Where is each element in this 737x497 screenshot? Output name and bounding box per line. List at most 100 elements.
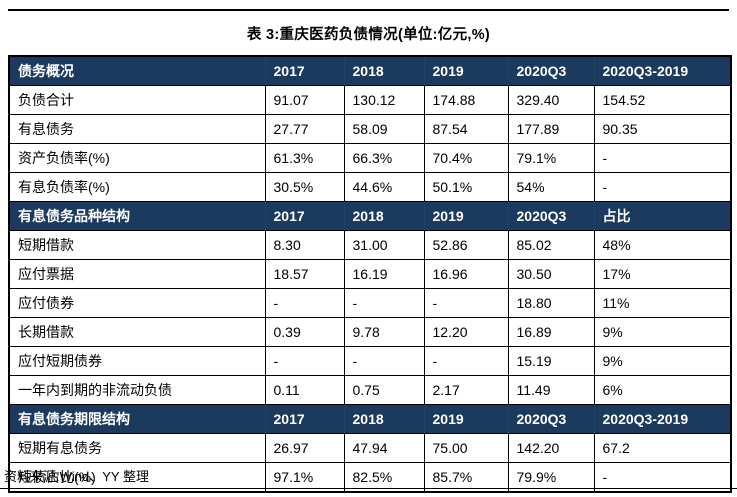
section-header-cell: 2019 — [423, 201, 509, 231]
value-cell: 329.40 — [507, 85, 595, 115]
value-cell: 8.30 — [264, 230, 345, 260]
section-header-row: 有息债务品种结构 2017 2018 2019 2020Q3 占比 — [8, 201, 732, 231]
value-cell: 54% — [507, 172, 595, 202]
section-header-cell: 占比 — [593, 201, 732, 231]
value-cell: 50.1% — [423, 172, 509, 202]
value-cell: 26.97 — [264, 433, 345, 463]
value-cell: - — [343, 346, 425, 376]
value-cell: 0.39 — [264, 317, 345, 347]
table-row: 应付债券 - - -18.80 11% — [8, 288, 732, 318]
value-cell: 30.50 — [507, 259, 595, 289]
value-cell: 11.49 — [507, 375, 595, 405]
section-header-cell: 2019 — [423, 404, 509, 434]
value-cell: 154.52 — [593, 85, 732, 115]
table-row: 一年内到期的非流动负债 0.11 0.75 2.17 11.49 6% — [8, 375, 732, 405]
value-cell: 48% — [593, 230, 732, 260]
value-cell: 31.00 — [343, 230, 425, 260]
value-cell: 12.20 — [423, 317, 509, 347]
section-header-label: 有息债务品种结构 — [8, 201, 266, 231]
debt-table: 债务概况 2017 2018 2019 2020Q3 2020Q3-2019 负债合计 91.… — [8, 55, 732, 493]
table-row: 负债合计 91.07 130.12 174.88 329.40 154.52 — [8, 85, 732, 115]
section-header-cell: 2018 — [343, 201, 425, 231]
section-header-cell: 2017 — [264, 55, 345, 86]
value-cell: 85.7% — [423, 462, 509, 493]
value-cell: 18.57 — [264, 259, 345, 289]
section-header-row: 有息债务期限结构 2017 2018 2019 2020Q3 2020Q3-2019 — [8, 404, 732, 434]
value-cell: - — [423, 288, 509, 318]
value-cell: 9% — [593, 346, 732, 376]
table-row: 应付短期债券 - - -15.19 9% — [8, 346, 732, 376]
value-cell: 85.02 — [507, 230, 595, 260]
value-cell: 97.1% — [264, 462, 345, 493]
section-header-cell: 2017 — [264, 404, 345, 434]
value-cell: 18.80 — [507, 288, 595, 318]
value-cell: 130.12 — [343, 85, 425, 115]
value-cell: 52.86 — [423, 230, 509, 260]
row-label: 长期借款 — [8, 317, 266, 347]
row-label: 有息负债率(%) — [8, 172, 266, 202]
value-cell: 0.11 — [264, 375, 345, 405]
section-header-cell: 2020Q3-2019 — [593, 404, 732, 434]
value-cell: 44.6% — [343, 172, 425, 202]
value-cell: 177.89 — [507, 114, 595, 144]
bottom-divider — [0, 488, 737, 489]
value-cell: 16.19 — [343, 259, 425, 289]
table-row: 短期借款 8.30 31.00 52.86 85.02 48% — [8, 230, 732, 260]
section-header-cell: 2019 — [423, 55, 509, 86]
row-label: 应付票据 — [8, 259, 266, 289]
source-note: 资料来源:Wind、YY 整理 — [4, 469, 149, 484]
value-cell: 67.2 — [593, 433, 732, 463]
value-cell: 16.89 — [507, 317, 595, 347]
value-cell: 30.5% — [264, 172, 345, 202]
value-cell: - — [593, 172, 732, 202]
value-cell: 0.75 — [343, 375, 425, 405]
row-label: 一年内到期的非流动负债 — [8, 375, 266, 405]
table-row: 有息负债率(%) 30.5% 44.6% 50.1% 54% - — [8, 172, 732, 202]
table-row: 有息债务 27.77 58.09 87.54 177.89 90.35 — [8, 114, 732, 144]
value-cell: 142.20 — [507, 433, 595, 463]
row-label: 负债合计 — [8, 85, 266, 115]
value-cell: 174.88 — [423, 85, 509, 115]
value-cell: - — [593, 143, 732, 173]
debt-table-body: 债务概况 2017 2018 2019 2020Q3 2020Q3-2019 负债合计 91.… — [8, 55, 732, 493]
value-cell: - — [264, 288, 345, 318]
table-row: 短期有息债务 26.97 47.94 75.00 142.20 67.2 — [8, 433, 732, 463]
section-header-cell: 2020Q3 — [507, 55, 595, 86]
value-cell: 58.09 — [343, 114, 425, 144]
row-label: 应付短期债券 — [8, 346, 266, 376]
top-divider — [8, 9, 729, 11]
value-cell: 47.94 — [343, 433, 425, 463]
value-cell: 91.07 — [264, 85, 345, 115]
value-cell: 70.4% — [423, 143, 509, 173]
value-cell: 11% — [593, 288, 732, 318]
table-row: 应付票据 18.57 16.19 16.96 30.50 17% — [8, 259, 732, 289]
section-header-row: 债务概况 2017 2018 2019 2020Q3 2020Q3-2019 — [8, 55, 732, 86]
value-cell: - — [343, 288, 425, 318]
value-cell: 61.3% — [264, 143, 345, 173]
row-label: 资产负债率(%) — [8, 143, 266, 173]
table-row: 短债占比(%) 97.1% 82.5% 85.7% 79.9% - — [8, 462, 732, 493]
value-cell: 27.77 — [264, 114, 345, 144]
table-row: 资产负债率(%) 61.3% 66.3% 70.4% 79.1% - — [8, 143, 732, 173]
section-header-cell: 2017 — [264, 201, 345, 231]
value-cell: - — [264, 346, 345, 376]
section-header-cell: 2020Q3 — [507, 201, 595, 231]
value-cell: 17% — [593, 259, 732, 289]
section-header-cell: 2020Q3-2019 — [593, 55, 732, 86]
table-title: 表 3:重庆医药负债情况(单位:亿元,%) — [246, 27, 491, 43]
value-cell: 15.19 — [507, 346, 595, 376]
value-cell: 87.54 — [423, 114, 509, 144]
row-label: 有息债务 — [8, 114, 266, 144]
value-cell: 66.3% — [343, 143, 425, 173]
value-cell: 90.35 — [593, 114, 732, 144]
value-cell: 9.78 — [343, 317, 425, 347]
value-cell: 16.96 — [423, 259, 509, 289]
section-header-cell: 2018 — [343, 404, 425, 434]
row-label: 短债占比(%) — [8, 462, 266, 493]
row-label: 短期有息债务 — [8, 433, 266, 463]
value-cell: 75.00 — [423, 433, 509, 463]
value-cell: - — [593, 462, 732, 493]
row-label: 应付债券 — [8, 288, 266, 318]
section-header-cell: 2020Q3 — [507, 404, 595, 434]
